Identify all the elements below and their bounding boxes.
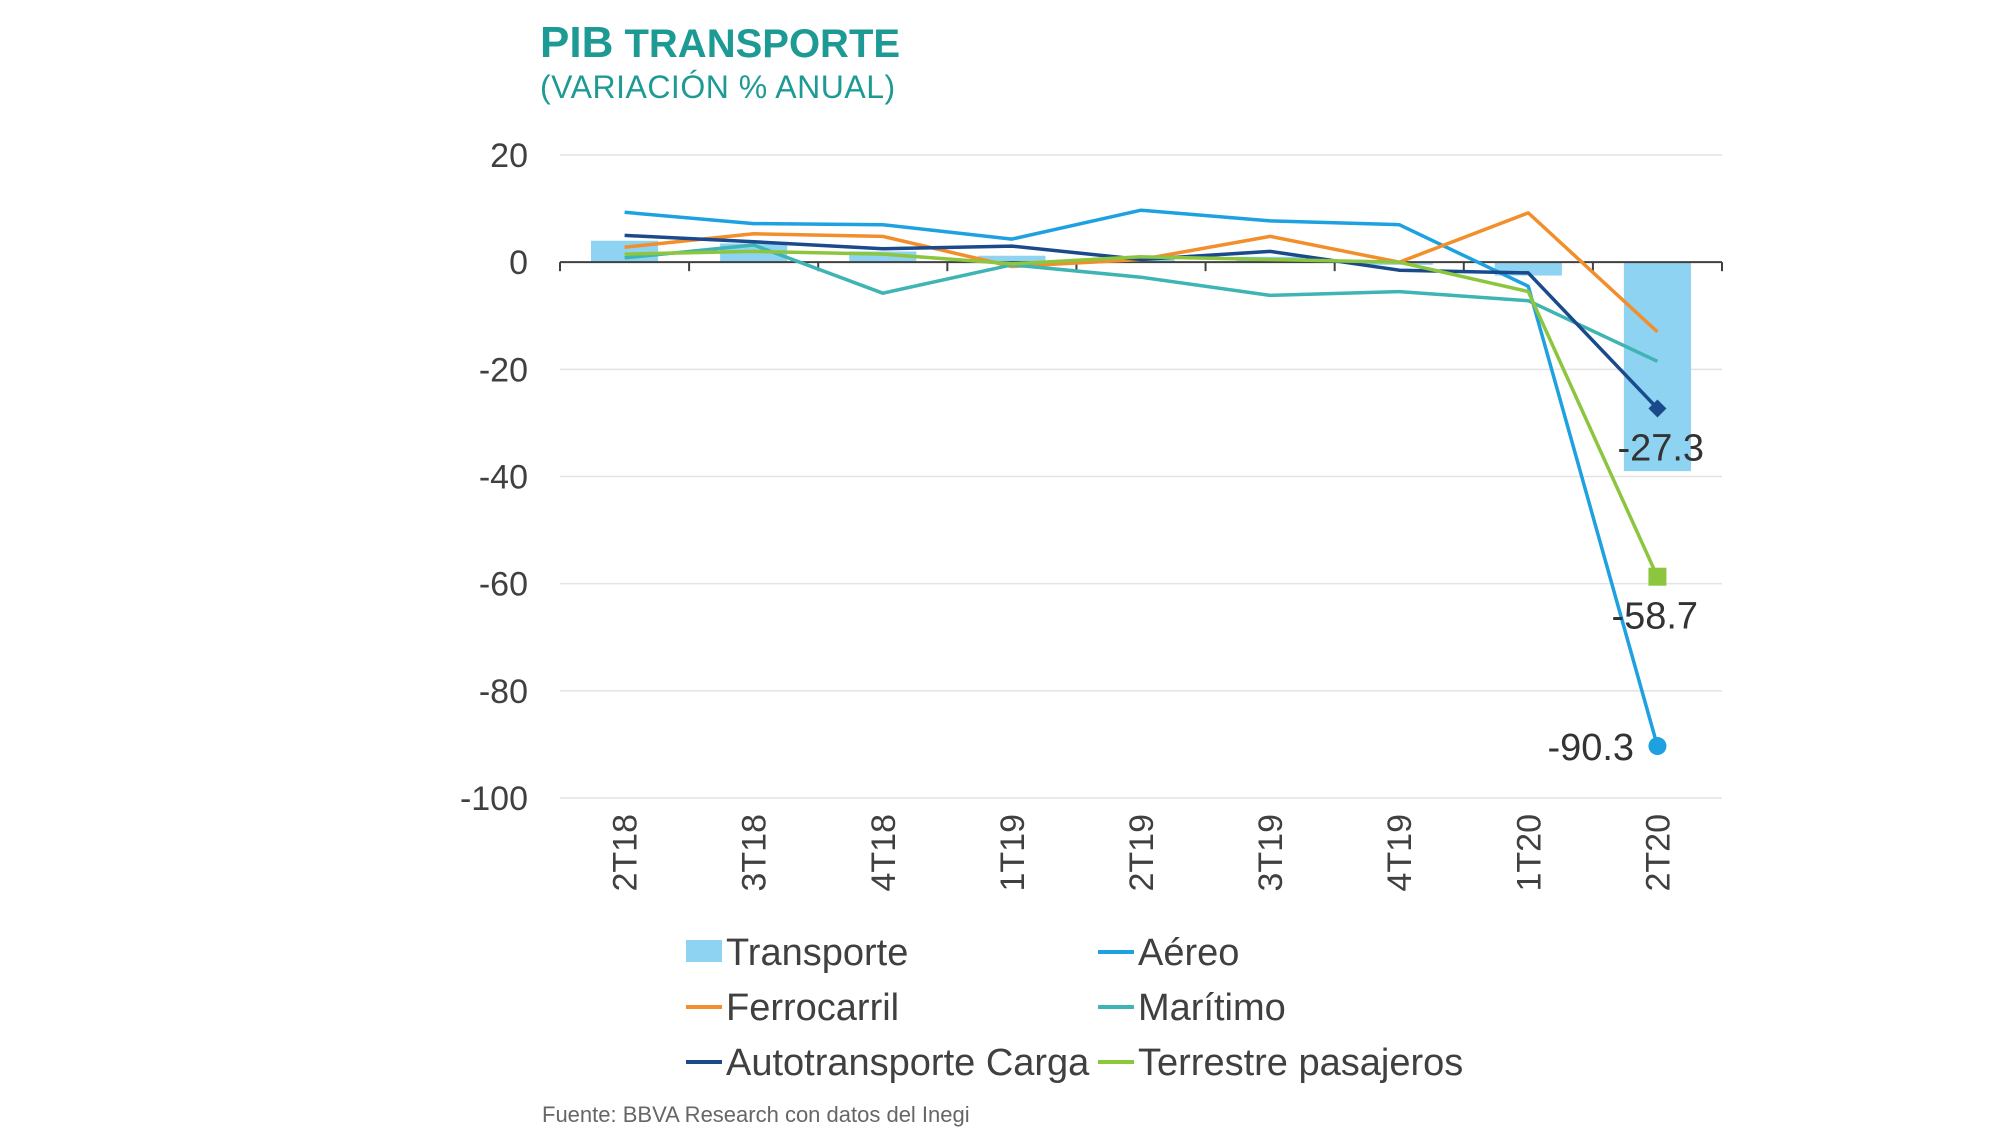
series-line-Autotransporte Carga xyxy=(624,233,1659,410)
x-tick-label: 1T20 xyxy=(1510,814,1548,892)
data-label: -90.3 xyxy=(1547,727,1634,769)
legend-label: Ferrocarril xyxy=(726,987,899,1029)
x-tick-label: 2T18 xyxy=(607,814,645,892)
series-line-Aéreo xyxy=(624,208,1660,747)
source-note: Fuente: BBVA Research con datos del Ineg… xyxy=(542,1102,970,1127)
data-label: -58.7 xyxy=(1611,596,1698,638)
x-tick-label: 3T19 xyxy=(1252,814,1290,892)
y-tick-label: -60 xyxy=(479,566,528,604)
x-tick-label: 2T20 xyxy=(1639,814,1677,892)
legend-label: Aéreo xyxy=(1138,932,1239,974)
legend-label: Terrestre pasajeros xyxy=(1138,1042,1463,1084)
legend-swatch-bar xyxy=(686,940,722,962)
x-tick-label: 4T18 xyxy=(865,814,903,892)
legend-label: Marítimo xyxy=(1138,987,1286,1029)
series-line-Terrestre pasajeros xyxy=(624,249,1659,578)
series-line-Marítimo xyxy=(624,243,1659,363)
chart-title-rest: TRANSPORTE xyxy=(624,22,901,66)
chart-title-main: PIB xyxy=(540,18,614,67)
chart-title: PIB TRANSPORTE xyxy=(540,18,900,69)
x-tick-label: 3T18 xyxy=(736,814,774,892)
chart-subtitle: (VARIACIÓN % ANUAL) xyxy=(540,68,896,105)
marker-square xyxy=(1648,567,1667,586)
legend-label: Autotransporte Carga xyxy=(726,1042,1090,1084)
y-tick-label: -100 xyxy=(460,780,528,818)
y-tick-label: 0 xyxy=(509,244,528,282)
y-tick-label: -20 xyxy=(479,351,528,389)
marker-circle xyxy=(1648,737,1667,756)
x-tick-label: 1T19 xyxy=(994,814,1032,892)
chart-title-block: PIB TRANSPORTE (VARIACIÓN % ANUAL) xyxy=(540,18,900,105)
x-tick-label: 2T19 xyxy=(1123,814,1161,892)
bar-transporte xyxy=(1623,262,1692,472)
legend-label: Transporte xyxy=(726,932,908,974)
data-label: -27.3 xyxy=(1617,427,1704,469)
bar-transporte xyxy=(849,251,917,263)
y-tick-label: -40 xyxy=(479,459,528,497)
bar-transporte xyxy=(978,255,1046,263)
marker-diamond xyxy=(1648,399,1667,418)
x-tick-label: 4T19 xyxy=(1381,814,1419,892)
y-tick-label: -80 xyxy=(479,673,528,711)
y-tick-label: 20 xyxy=(490,137,528,175)
